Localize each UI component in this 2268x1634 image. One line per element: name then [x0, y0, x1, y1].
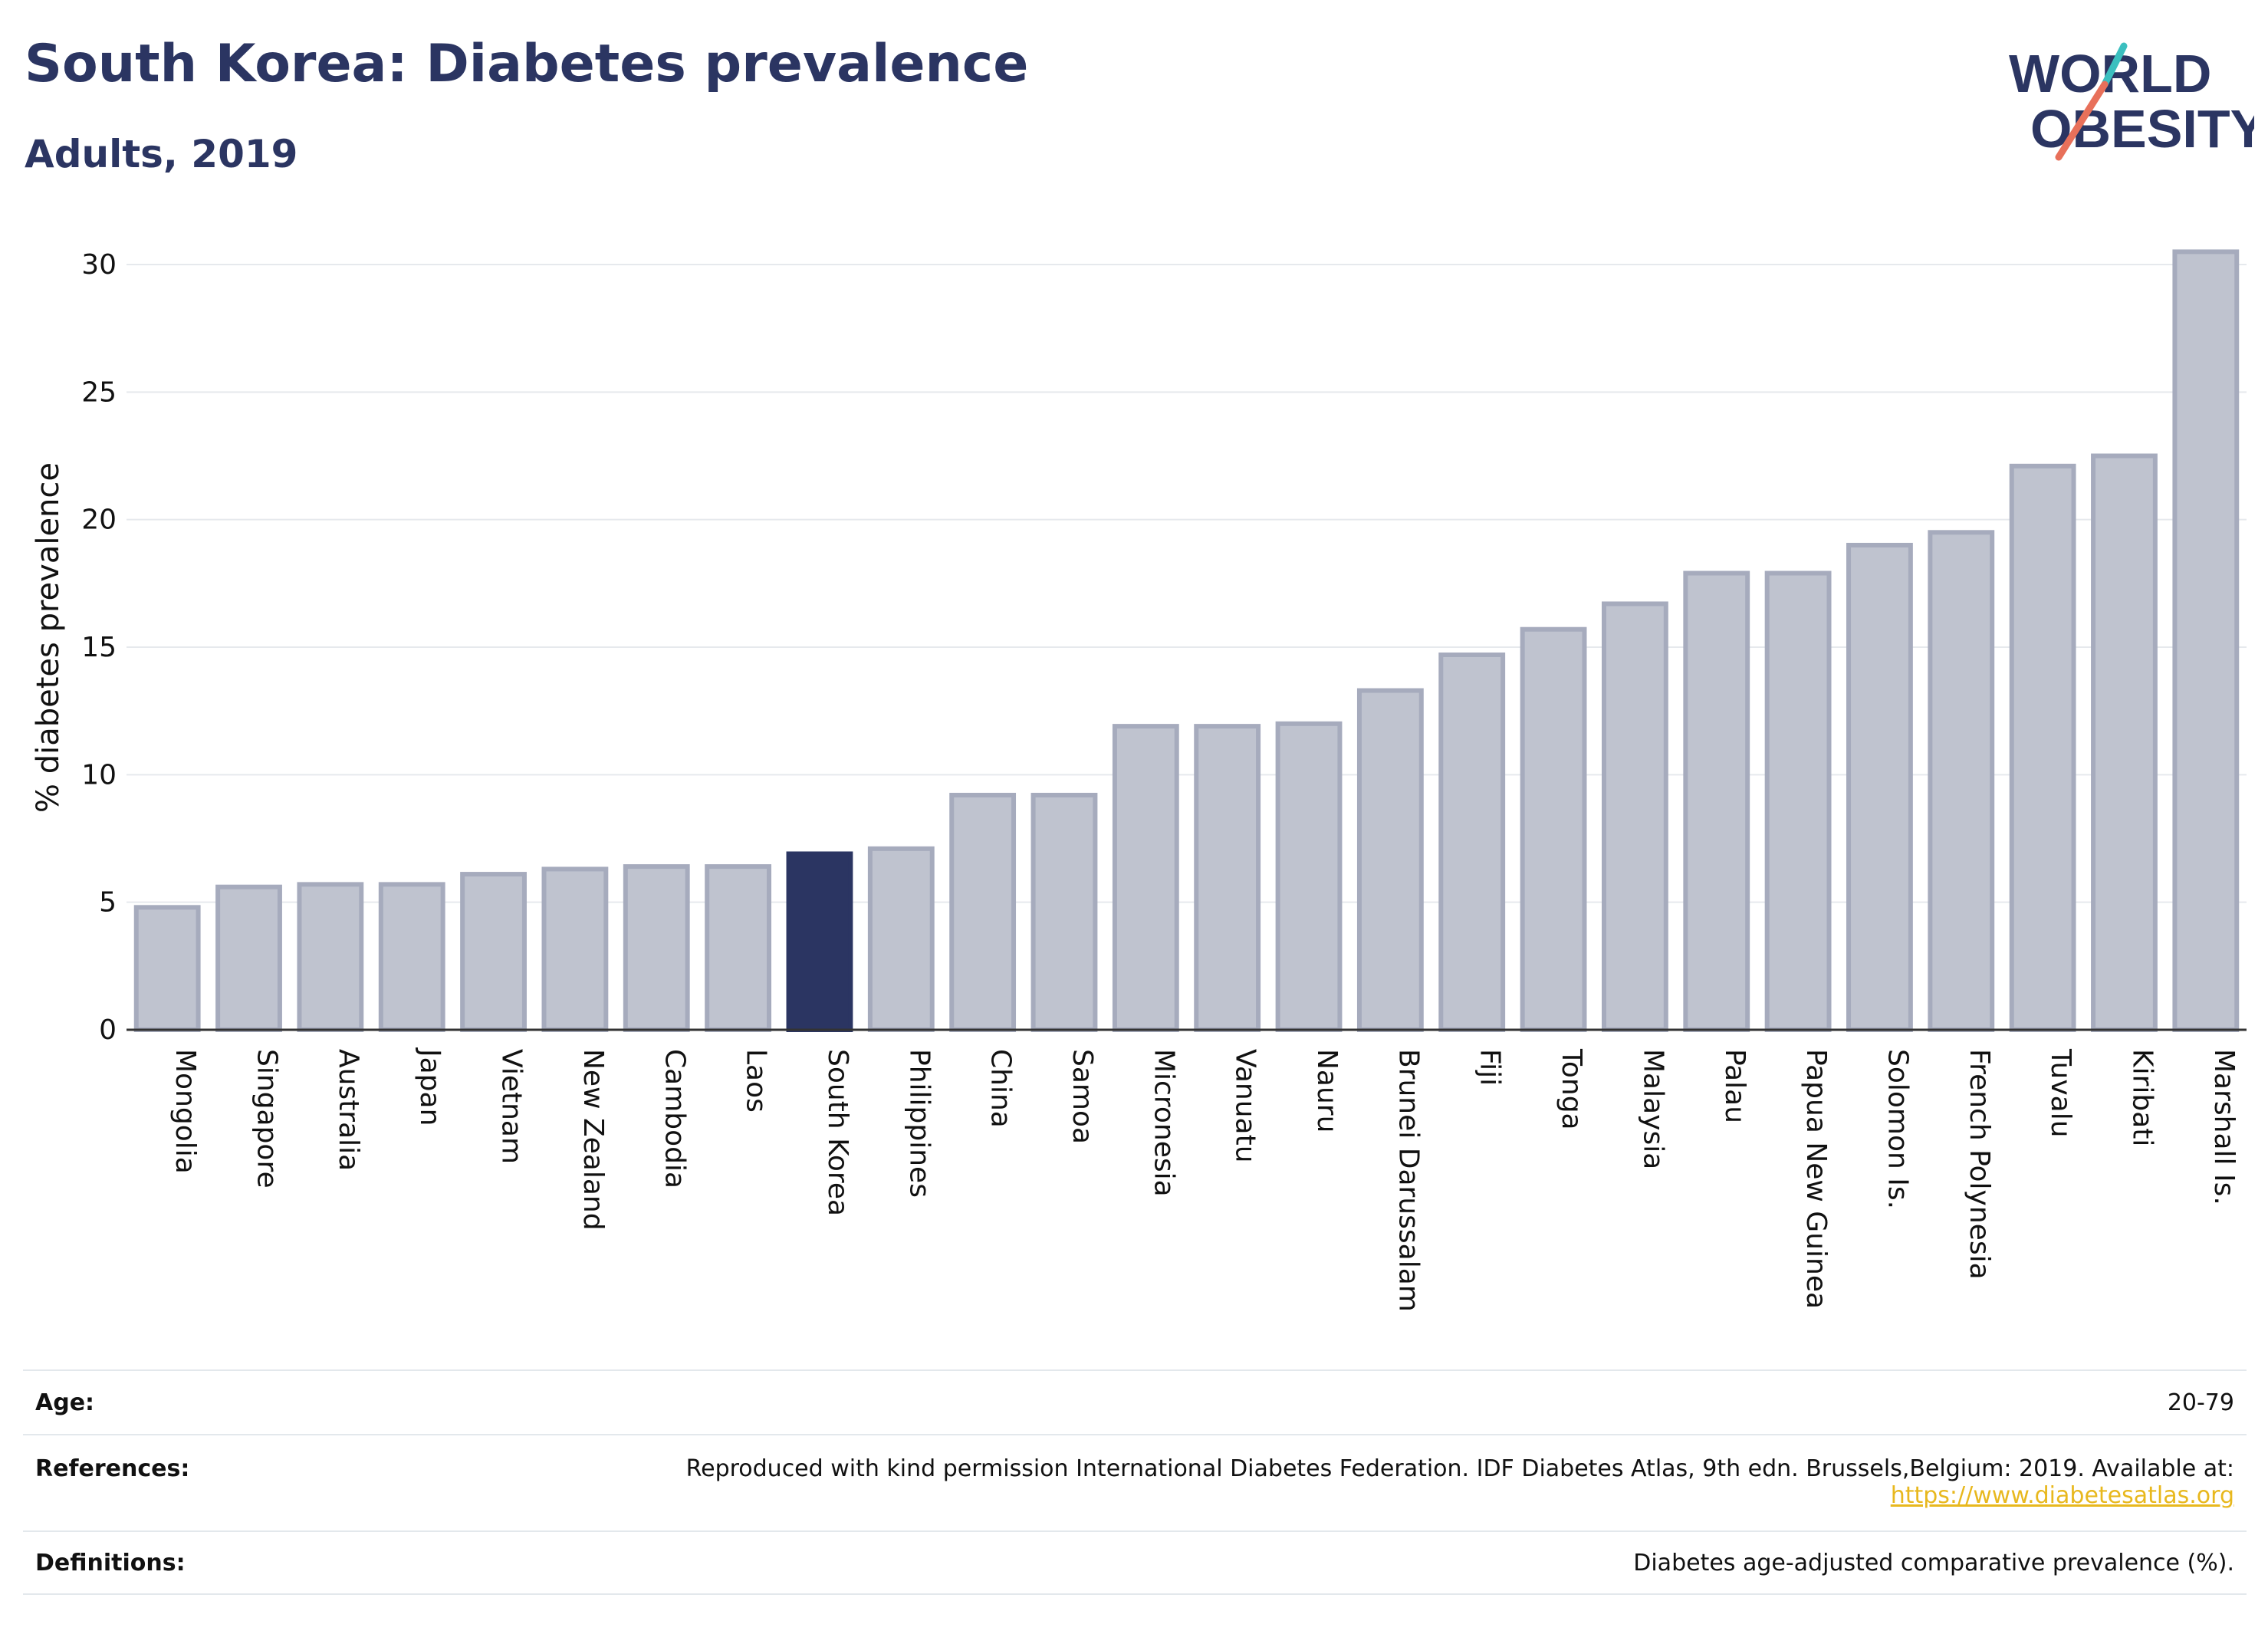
logo-slash-coral	[2055, 81, 2109, 161]
age-value: 20-79	[2167, 1389, 2234, 1416]
x-tick-label: French Polynesia	[1964, 1049, 1995, 1280]
x-tick-label: Laos	[741, 1049, 772, 1113]
bar-vanuatu	[1194, 724, 1261, 1032]
x-tick-label: Palau	[1719, 1049, 1750, 1123]
bar-singapore	[215, 884, 282, 1032]
x-tick-label: Samoa	[1067, 1049, 1098, 1144]
x-tick-label: Brunei Darussalam	[1392, 1049, 1424, 1312]
x-tick-label: Marshall Is.	[2208, 1049, 2240, 1205]
y-tick-label: 15	[81, 632, 117, 663]
y-tick-label: 10	[81, 759, 117, 791]
x-tick-label: Malaysia	[1637, 1049, 1668, 1169]
y-axis-label: % diabetes prevalence	[31, 462, 66, 813]
bar-south-korea	[786, 851, 853, 1032]
bar-japan	[378, 882, 445, 1032]
bar-kiribati	[2091, 453, 2158, 1032]
bar-malaysia	[1601, 601, 1668, 1032]
x-tick-label: Mongolia	[169, 1049, 201, 1174]
bar-new-zealand	[541, 866, 609, 1033]
references-label: References:	[35, 1455, 190, 1482]
x-tick-label: Singapore	[251, 1049, 283, 1189]
chart-subtitle: Adults, 2019	[25, 132, 298, 176]
x-tick-label: South Korea	[822, 1049, 853, 1216]
bar-nauru	[1275, 721, 1343, 1032]
bar-philippines	[867, 846, 935, 1032]
x-tick-label: China	[985, 1049, 1017, 1128]
bar-laos	[705, 864, 772, 1033]
bar-tonga	[1520, 626, 1587, 1032]
definitions-value: Diabetes age-adjusted comparative preval…	[1633, 1549, 2234, 1576]
logo-slash-teal	[2101, 42, 2128, 88]
footer-row-references: References: Reproduced with kind permiss…	[23, 1434, 2247, 1530]
bar-fiji	[1438, 652, 1506, 1032]
y-axis-ticks: 0 5 10 15 20 25 30	[81, 249, 117, 1046]
x-axis-ticks: Mongolia Singapore Australia Japan Vietnam Ne…	[169, 1047, 2240, 1312]
bar-micronesia	[1112, 724, 1179, 1032]
bar-papua-new-guinea	[1764, 570, 1832, 1032]
y-tick-label: 5	[99, 887, 117, 919]
x-tick-label: Micronesia	[1148, 1049, 1179, 1197]
world-obesity-logo: WORLD OBESITY	[2009, 42, 2254, 161]
y-tick-label: 30	[81, 249, 117, 281]
x-tick-label: Nauru	[1311, 1049, 1343, 1133]
bar-mongolia	[133, 905, 201, 1032]
x-tick-label: Fiji	[1474, 1049, 1506, 1086]
x-tick-label: Tonga	[1556, 1048, 1587, 1130]
bar-china	[949, 792, 1017, 1032]
references-link[interactable]: https://www.diabetesatlas.org	[1890, 1482, 2234, 1509]
references-text: Reproduced with kind permission Internat…	[685, 1455, 2234, 1482]
bar-palau	[1683, 570, 1750, 1032]
bar-brunei-darussalam	[1356, 688, 1424, 1032]
chart-footer: Age: 20-79 References: Reproduced with k…	[23, 1369, 2247, 1595]
footer-row-definitions: Definitions: Diabetes age-adjusted compa…	[23, 1530, 2247, 1595]
bar-marshall-is	[2172, 249, 2240, 1033]
definitions-label: Definitions:	[35, 1549, 186, 1576]
y-tick-label: 25	[81, 376, 117, 408]
y-tick-label: 0	[99, 1014, 117, 1046]
bar-australia	[297, 882, 364, 1032]
bar-chart: 0 5 10 15 20 25 30 Mongolia Singapore Australia J…	[31, 249, 2247, 1312]
bar-cambodia	[623, 864, 690, 1033]
x-tick-label: Vietnam	[496, 1049, 528, 1164]
x-tick-label: Japan	[414, 1047, 445, 1126]
age-label: Age:	[35, 1389, 95, 1416]
x-tick-label: Australia	[333, 1049, 364, 1171]
footer-row-age: Age: 20-79	[23, 1369, 2247, 1434]
bar-tuvalu	[2009, 463, 2076, 1032]
x-tick-label: Tuvalu	[2045, 1048, 2076, 1138]
bar-vietnam	[460, 872, 527, 1033]
x-tick-label: Vanuatu	[1230, 1049, 1261, 1163]
bar-french-polynesia	[1928, 530, 1995, 1032]
x-tick-label: Cambodia	[659, 1049, 690, 1189]
x-tick-label: Solomon Is.	[1882, 1049, 1913, 1209]
bars	[133, 249, 2240, 1033]
x-tick-label: Philippines	[903, 1049, 935, 1198]
references-value: Reproduced with kind permission Internat…	[686, 1455, 2234, 1509]
x-tick-label: New Zealand	[577, 1049, 609, 1231]
chart-title: South Korea: Diabetes prevalence	[25, 34, 1029, 94]
bar-solomon-is	[1846, 542, 1913, 1032]
x-tick-label: Kiribati	[2126, 1049, 2158, 1146]
bar-samoa	[1030, 792, 1098, 1032]
y-tick-label: 20	[81, 505, 117, 536]
x-tick-label: Papua New Guinea	[1800, 1049, 1832, 1309]
